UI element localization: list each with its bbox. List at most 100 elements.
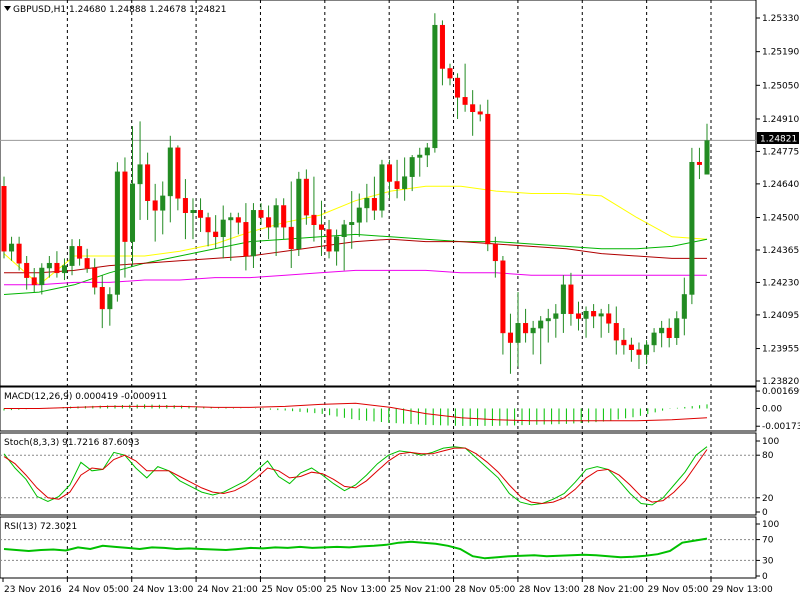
price-panel[interactable]	[0, 0, 757, 387]
candle	[303, 169, 309, 225]
candle-body	[39, 267, 45, 286]
candle	[659, 320, 665, 348]
candle-body	[349, 222, 355, 225]
price-tick-label: 1.24230	[762, 278, 799, 288]
candle-body	[575, 313, 582, 319]
candle	[674, 311, 680, 345]
candle	[137, 121, 143, 220]
candle-body	[507, 332, 513, 343]
time-tick-label: 25 Nov 21:00	[390, 585, 451, 595]
candle-body	[213, 231, 219, 238]
candle	[394, 159, 400, 199]
candle-body	[152, 200, 158, 211]
candle-body	[145, 164, 151, 201]
candle-body	[560, 284, 566, 314]
candle-body	[674, 318, 680, 338]
candle	[507, 313, 513, 374]
candle-body	[515, 323, 521, 343]
candle-body	[568, 284, 574, 314]
stoch-panel-border	[0, 432, 757, 516]
candle-body	[54, 262, 60, 274]
rsi-tick-label: 70	[762, 536, 774, 546]
rsi-tick-label: 30	[762, 556, 774, 566]
candle	[523, 308, 529, 343]
candle-body	[394, 181, 400, 189]
candle	[122, 157, 128, 278]
candle-body	[84, 258, 90, 269]
candle-body	[696, 161, 702, 165]
candle	[386, 159, 393, 199]
candle-body	[492, 243, 498, 262]
candle-body	[545, 318, 551, 322]
candle	[606, 304, 612, 333]
candle	[311, 176, 317, 242]
candle-body	[606, 313, 612, 324]
candle	[439, 20, 445, 86]
chart-title: GBPUSD,H1 1.24680 1.24888 1.24678 1.2482…	[13, 5, 226, 15]
candle-body	[220, 219, 226, 238]
candle	[409, 155, 415, 192]
candle-body	[16, 243, 22, 264]
candle	[54, 251, 60, 278]
stoch-panel[interactable]	[0, 432, 757, 516]
candle-body	[182, 198, 188, 213]
candle-body	[591, 311, 597, 317]
price-tick-label: 1.25330	[762, 14, 799, 24]
candle	[553, 304, 559, 338]
candle	[568, 272, 574, 326]
candle-body	[432, 24, 438, 149]
candle-body	[447, 68, 453, 79]
dropdown-arrow-icon[interactable]	[4, 6, 11, 11]
macd-panel-border	[0, 386, 757, 432]
candle	[9, 236, 15, 261]
macd-panel[interactable]	[0, 386, 757, 432]
candle	[402, 157, 408, 201]
candle	[334, 229, 340, 266]
candle-body	[228, 217, 234, 221]
candle	[182, 179, 188, 240]
candle-body	[243, 222, 249, 257]
rsi-panel[interactable]	[0, 516, 757, 579]
stoch-main-line	[3, 446, 708, 506]
candle	[281, 198, 287, 240]
candle	[175, 145, 181, 211]
candle-body	[439, 24, 445, 69]
candle-body	[1, 186, 7, 252]
stoch-label: Stoch(8,3,3) 91.7216 87.6093	[4, 438, 139, 448]
time-tick-label: 24 Nov 21:00	[197, 585, 258, 595]
candle	[575, 301, 582, 331]
candle-body	[424, 147, 430, 156]
candle	[228, 212, 234, 261]
candle	[621, 328, 627, 355]
candle-body	[250, 210, 256, 257]
current-price-tag	[757, 132, 799, 144]
time-tick-label: 29 Nov 13:00	[712, 585, 773, 595]
candle	[107, 287, 113, 326]
candle	[16, 236, 22, 271]
candle	[704, 123, 710, 175]
candle	[258, 203, 264, 225]
candle-body	[281, 205, 287, 228]
candle-body	[628, 344, 634, 350]
candle-body	[666, 327, 672, 338]
candle-body	[99, 286, 105, 310]
candles	[1, 13, 710, 374]
candle	[644, 340, 650, 365]
candle	[250, 203, 256, 269]
time-tick-label: 24 Nov 13:00	[133, 585, 194, 595]
candle-body	[341, 224, 347, 238]
candle	[341, 219, 347, 271]
candle-body	[303, 178, 309, 216]
candle	[114, 162, 120, 302]
price-tick-label: 1.23820	[762, 377, 799, 387]
candle	[477, 104, 483, 122]
price-tick-label: 1.23955	[762, 345, 799, 355]
candle	[92, 258, 98, 295]
candle-body	[258, 210, 264, 218]
candle-body	[681, 294, 687, 319]
candle	[681, 277, 687, 336]
time-tick-label: 29 Nov 05:00	[648, 585, 709, 595]
candle-body	[455, 77, 461, 98]
